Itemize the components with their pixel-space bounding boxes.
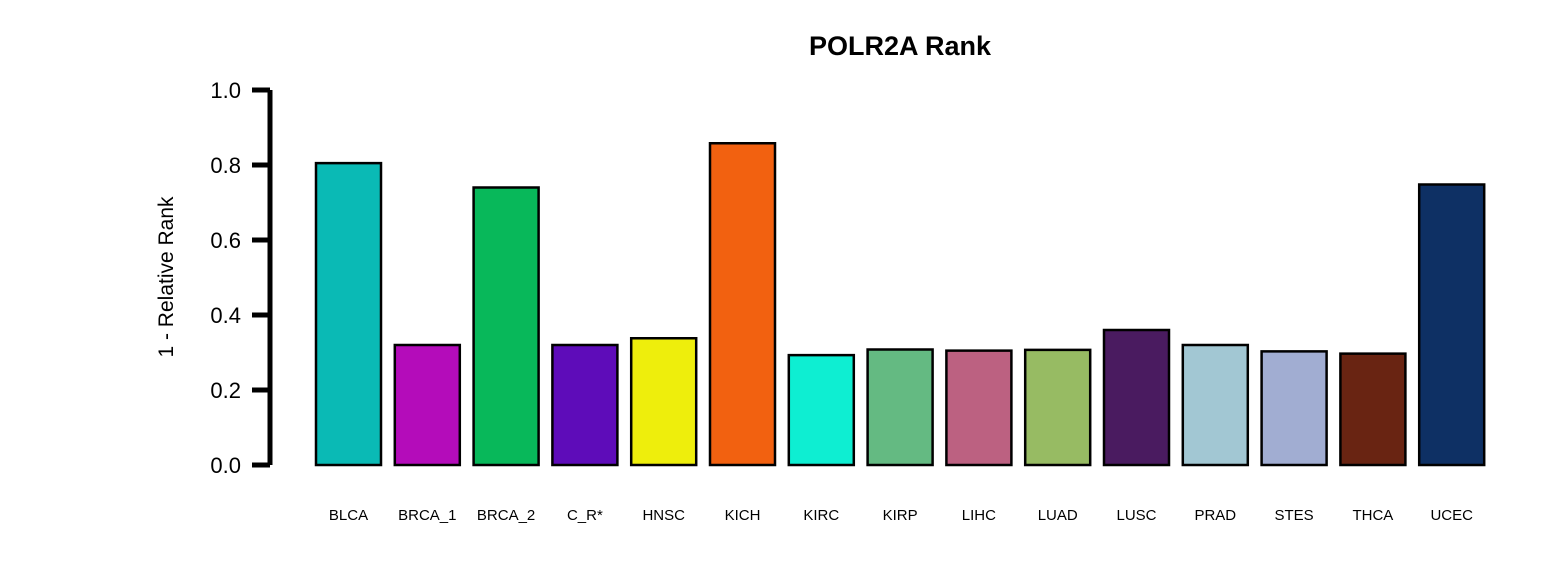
x-tick-label: KIRC (803, 507, 839, 524)
x-tick-labels: BLCA BRCA_1 BRCA_2 C_R* HNSC KICH KIRC KIRP LIHC… (329, 507, 1473, 524)
bar-kirc (787, 353, 856, 467)
bar-hnsc (629, 337, 698, 467)
y-tick-label: 0.2 (210, 378, 241, 403)
x-tick-label: KICH (725, 507, 761, 524)
bar-prad (1181, 343, 1250, 467)
x-tick-label: KIRP (883, 507, 918, 524)
bar-lusc (1102, 328, 1171, 467)
x-tick-label: BRCA_1 (398, 507, 456, 524)
bar-ucec (1417, 183, 1486, 467)
bar-c-r (551, 343, 619, 467)
x-tick-label: UCEC (1430, 507, 1473, 524)
y-tick-label: 0.8 (210, 153, 241, 178)
bar-stes (1260, 350, 1328, 467)
x-tick-label: BRCA_2 (477, 507, 535, 524)
x-tick-label: C_R* (567, 507, 603, 524)
x-tick-label: PRAD (1194, 507, 1236, 524)
x-tick-label: STES (1275, 507, 1314, 524)
x-tick-label: LIHC (962, 507, 996, 524)
y-tick-label: 0.4 (210, 303, 241, 328)
bar-kirp (866, 348, 934, 467)
x-tick-label: LUAD (1038, 507, 1078, 524)
x-tick-label: BLCA (329, 507, 368, 524)
y-tick-label: 0.6 (210, 228, 241, 253)
bar-brca-2 (472, 186, 540, 467)
y-tick-label: 0.0 (210, 453, 241, 478)
bar-kich (708, 142, 777, 467)
bar-brca-1 (393, 343, 462, 467)
x-tick-label: HNSC (642, 507, 685, 524)
bar-blca (314, 161, 383, 467)
y-axis: 0.0 0.2 0.4 0.6 0.8 1.0 (210, 78, 273, 478)
bar-lihc (945, 349, 1013, 467)
bar-thca (1339, 352, 1407, 467)
bar-luad (1023, 348, 1092, 467)
y-tick-label: 1.0 (210, 78, 241, 103)
y-axis-label: 1 - Relative Rank (155, 196, 178, 358)
x-tick-label: THCA (1352, 507, 1393, 524)
x-tick-label: LUSC (1116, 507, 1156, 524)
bars (314, 142, 1486, 467)
chart-title: POLR2A Rank (809, 31, 992, 61)
